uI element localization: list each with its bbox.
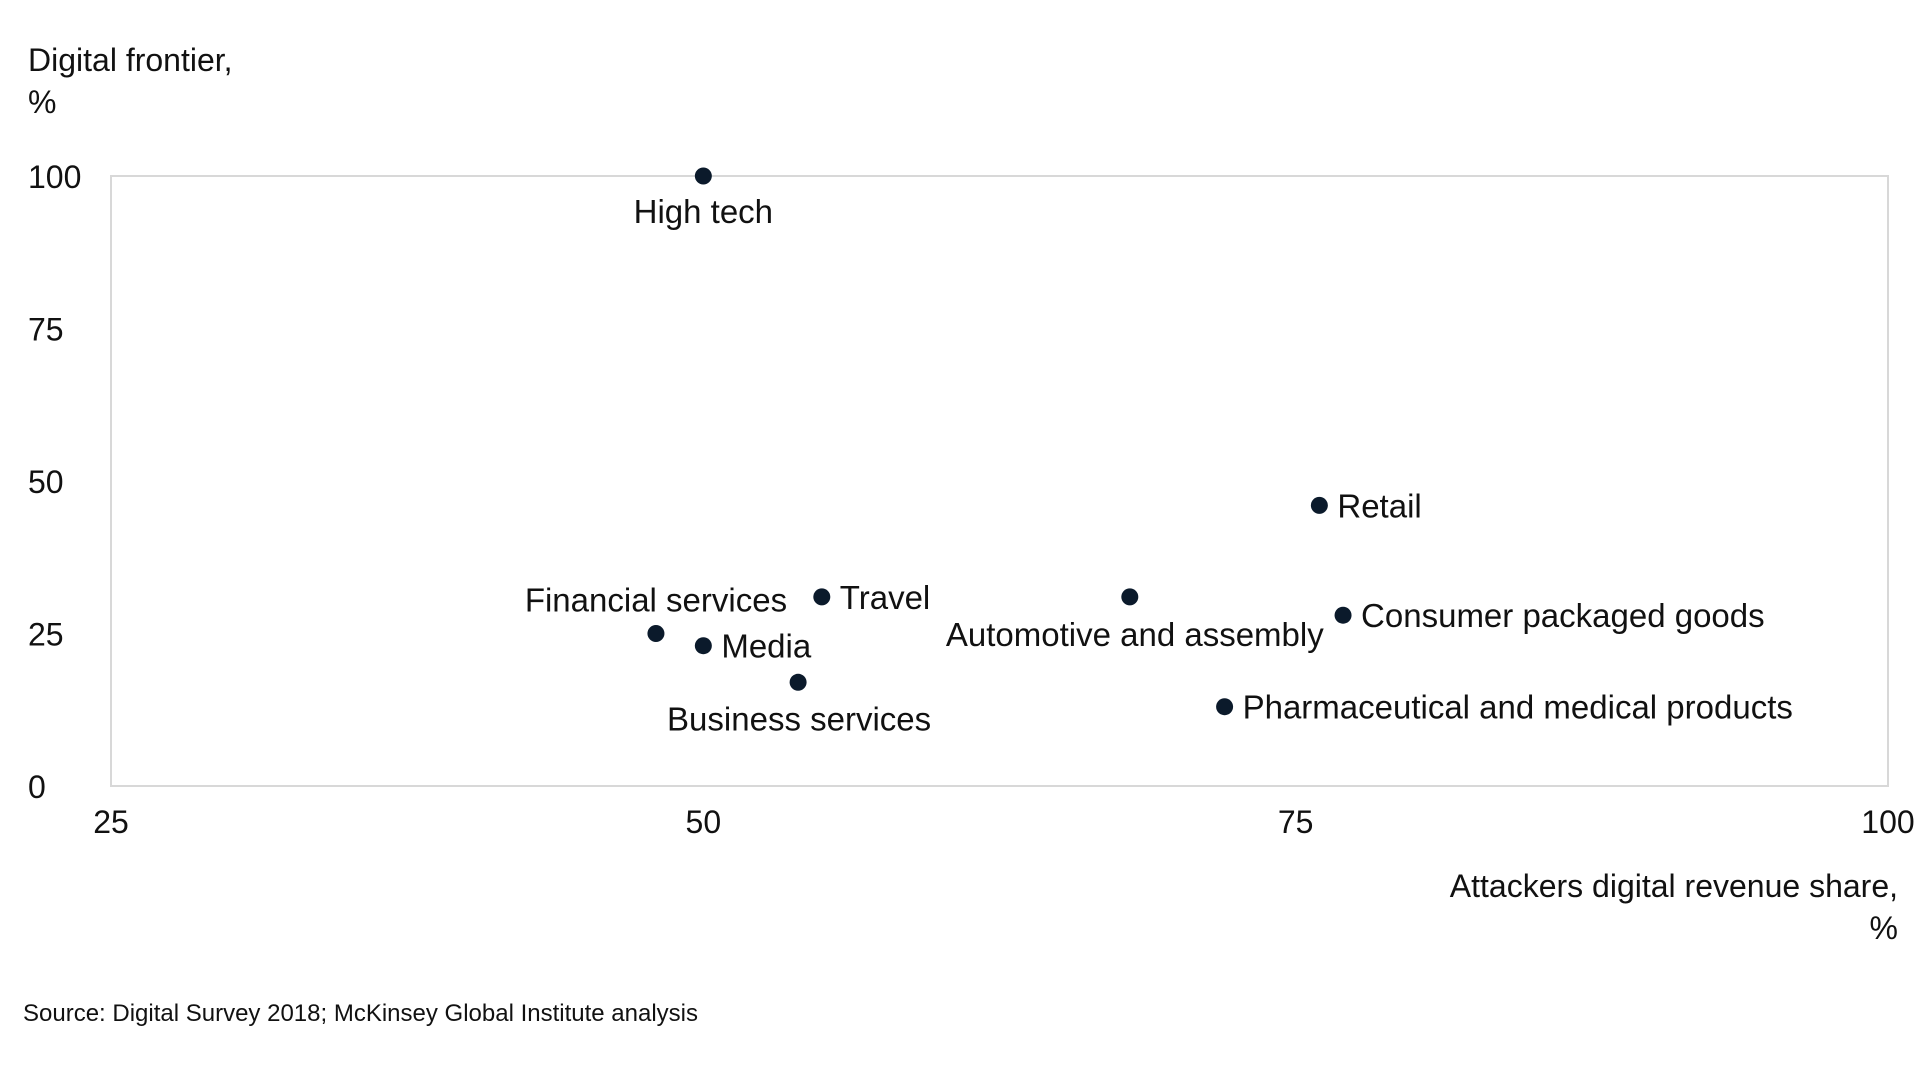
data-point-media bbox=[694, 637, 712, 655]
data-point-pharmaceutical-and-medical-products bbox=[1216, 698, 1234, 716]
plot-area bbox=[110, 175, 1889, 787]
x-axis-title: Attackers digital revenue share, % bbox=[1450, 868, 1898, 946]
x-tick-label-25: 25 bbox=[93, 804, 129, 840]
y-tick-label-50: 50 bbox=[28, 464, 64, 500]
x-tick-label-50: 50 bbox=[686, 804, 722, 840]
y-axis-title-line-2: % bbox=[28, 84, 56, 120]
data-label-financial-services: Financial services bbox=[525, 582, 787, 619]
y-tick-label-75: 75 bbox=[28, 312, 64, 348]
data-label-consumer-packaged-goods: Consumer packaged goods bbox=[1361, 597, 1765, 634]
y-axis-title: Digital frontier, % bbox=[28, 42, 233, 120]
data-label-retail: Retail bbox=[1337, 487, 1421, 524]
x-tick-label-100: 100 bbox=[1861, 804, 1914, 840]
data-label-business-services: Business services bbox=[667, 700, 931, 737]
x-axis-ticks: 25 50 75 100 bbox=[93, 804, 1914, 840]
data-point-travel bbox=[813, 588, 831, 606]
data-point-consumer-packaged-goods bbox=[1334, 606, 1352, 624]
source-note: Source: Digital Survey 2018; McKinsey Gl… bbox=[23, 1000, 698, 1027]
data-point-automotive-and-assembly bbox=[1121, 588, 1139, 606]
y-tick-label-100: 100 bbox=[28, 159, 81, 195]
data-label-travel: Travel bbox=[840, 579, 930, 616]
x-axis-title-line-1: Attackers digital revenue share, bbox=[1450, 868, 1898, 904]
data-point-business-services bbox=[789, 673, 807, 691]
x-axis-title-line-2: % bbox=[1870, 910, 1898, 946]
data-label-media: Media bbox=[721, 628, 812, 665]
y-tick-label-25: 25 bbox=[28, 617, 64, 653]
data-point-retail bbox=[1310, 496, 1328, 514]
data-label-pharmaceutical-and-medical-products: Pharmaceutical and medical products bbox=[1243, 689, 1793, 726]
data-point-high-tech bbox=[694, 167, 712, 185]
x-tick-label-75: 75 bbox=[1278, 804, 1314, 840]
data-label-automotive-and-assembly: Automotive and assembly bbox=[946, 616, 1324, 653]
y-tick-label-0: 0 bbox=[28, 769, 46, 805]
data-point-financial-services bbox=[647, 625, 665, 642]
y-axis-title-line-1: Digital frontier, bbox=[28, 42, 233, 78]
y-axis-ticks: 0 25 50 75 100 bbox=[28, 159, 81, 805]
data-labels: High tech Retail Travel Automotive and asse… bbox=[525, 193, 1793, 737]
data-points bbox=[647, 167, 1352, 716]
data-label-high-tech: High tech bbox=[634, 193, 773, 230]
